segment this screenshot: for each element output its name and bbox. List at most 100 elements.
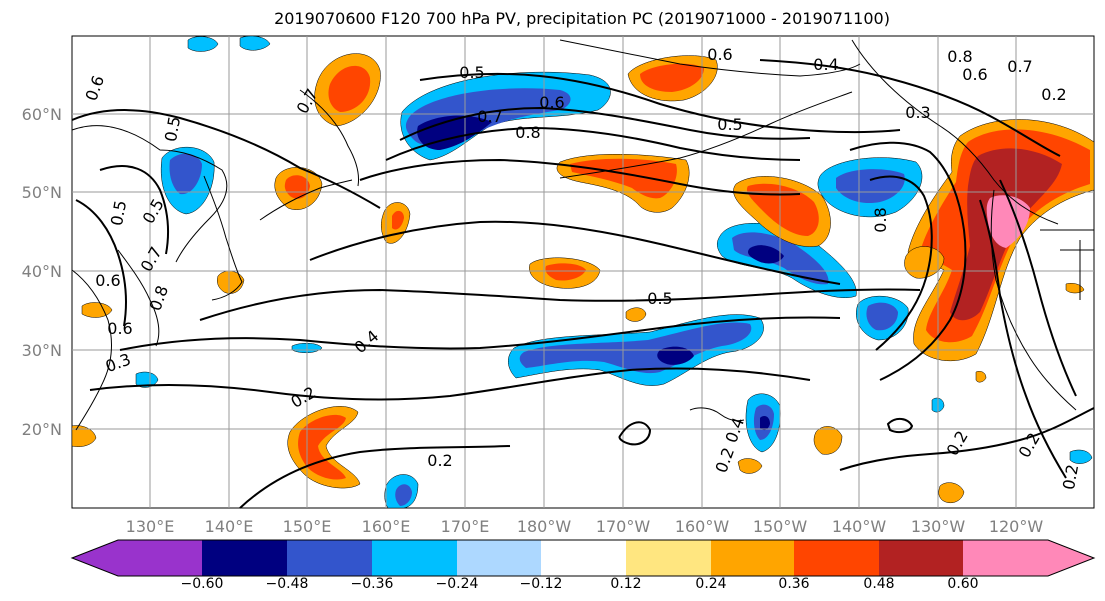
precip-fill-orange-tiny-5 (938, 482, 965, 503)
pv-contour-5 (359, 158, 801, 196)
pv-contour-10 (239, 445, 511, 509)
graticule (72, 36, 1094, 508)
pv-contour-1 (71, 108, 381, 209)
pv-contour-label: 0.5 (717, 115, 742, 134)
coast-china (71, 269, 112, 431)
precip-fill-orange-tiny-1 (625, 307, 647, 322)
precip-fill-blue-top-left-2 (239, 35, 271, 51)
pv-contour-label: 0.2 (427, 451, 452, 470)
colorbar-tick-label: 0.24 (695, 576, 726, 592)
pv-contour-12 (849, 141, 967, 381)
pv-contours (71, 59, 1095, 509)
colorbar-segment (879, 540, 963, 576)
precip-fill-blue-30n-inner (519, 322, 752, 374)
precip-fill-blue-top-left (187, 36, 219, 52)
colorbar-tick-label: −0.60 (181, 576, 224, 592)
pv-contour-9 (89, 367, 811, 401)
precip-fill-orange-20n145w (813, 426, 843, 455)
coast-canada (851, 39, 1059, 225)
colorbar-segment (372, 540, 457, 576)
precip-fill-orange-mid-right (904, 246, 945, 279)
pv-contour-20 (75, 199, 127, 327)
colorbar-tick-label: 0.60 (947, 576, 978, 592)
precip-fill-blue-30n-core (657, 346, 694, 365)
precip-fill-pink-west-coast (986, 195, 1030, 248)
colorbar: −0.60 −0.48 −0.36 −0.24 −0.12 0.12 0.24 0.36 0.4… (70, 539, 1096, 592)
pv-contour-label: 0.6 (539, 93, 564, 112)
colorbar-segment (963, 540, 1048, 576)
precip-fill-red-nw (328, 65, 371, 112)
coast-japan (203, 175, 243, 301)
pv-contour-11 (759, 59, 1061, 157)
latitude-tick-label: 50°N (22, 183, 62, 202)
pv-contour-label: 0.4 (813, 55, 838, 74)
longitude-tick-label: 150°W (753, 517, 808, 536)
pv-contour-2 (419, 72, 901, 134)
colorbar-tick-label: −0.48 (266, 576, 309, 592)
longitude-tick-label: 170°E (441, 517, 490, 536)
latitude-tick-label: 20°N (22, 420, 62, 439)
longitude-tick-label: 160°E (362, 517, 411, 536)
pv-contour-label: 0.7 (1007, 57, 1032, 76)
coast-alaska (559, 39, 861, 77)
colorbar-segment (794, 540, 879, 576)
longitude-tick-label: 170°W (596, 517, 651, 536)
pv-contour-13 (869, 175, 933, 351)
pv-contour-6 (309, 220, 841, 285)
map-title: 2019070600 F120 700 hPa PV, precipitatio… (274, 9, 890, 28)
longitude-tick-label: 180°W (517, 517, 572, 536)
coast-aleutian (559, 91, 853, 179)
coastlines (71, 39, 1094, 431)
latitude-tick-label: 30°N (22, 341, 62, 360)
precip-fill-blue-bottom-inner (395, 484, 412, 506)
longitude-tick-labels: 130°E 140°E 150°E 160°E 170°E 180°W 170°W 160°W… (126, 517, 1044, 536)
pv-contour-label: 0.5 (459, 63, 484, 82)
colorbar-tick-label: −0.36 (351, 576, 394, 592)
precip-fill-blue-japan-inner (169, 153, 202, 195)
pv-contour-15 (999, 179, 1077, 397)
latitude-tick-labels: 60°N 50°N 40°N 30°N 20°N (22, 105, 62, 439)
latitude-tick-label: 40°N (22, 262, 62, 281)
colorbar-right-arrow (1048, 540, 1094, 576)
pv-contour-label: 0.5 (161, 115, 184, 143)
colorbar-segment (202, 540, 287, 576)
colorbar-outline (70, 539, 1096, 577)
longitude-tick-label: 150°E (283, 517, 332, 536)
colorbar-tick-label: 0.36 (778, 576, 809, 592)
coast-hawaii (689, 407, 745, 422)
coast-us-west (990, 189, 1077, 411)
colorbar-segments (72, 540, 1094, 576)
pv-contour-label: 0.5 (107, 199, 130, 227)
longitude-tick-label: 160°W (675, 517, 730, 536)
pv-contour-label: 0.6 (95, 271, 120, 290)
precip-fill-red-45n145w (746, 183, 819, 236)
longitude-tick-label: 120°W (989, 517, 1044, 536)
pv-contour-label: 0.6 (107, 319, 132, 338)
latitude-tick-label: 60°N (22, 105, 62, 124)
precip-fill-orange-tiny-8 (975, 371, 987, 383)
precip-fill-red-40n175w (545, 263, 586, 281)
pv-contour-8 (119, 316, 841, 351)
colorbar-tick-label: 0.12 (610, 576, 641, 592)
longitude-tick-label: 130°W (911, 517, 966, 536)
pv-contour-17 (618, 421, 652, 446)
pv-contour-label: 0.5 (647, 289, 672, 308)
precip-fill-blue-35n140w-inner (866, 302, 898, 331)
precip-fill-blue-central-core (748, 245, 784, 264)
pv-contour-label: 0.6 (707, 45, 732, 64)
pv-contour-label: 0.8 (947, 47, 972, 66)
colorbar-segment (457, 540, 541, 576)
coast-kamchatka (299, 89, 359, 187)
colorbar-segment (541, 540, 626, 576)
colorbar-left-arrow (72, 540, 118, 576)
pv-contour-19 (99, 165, 169, 255)
pv-contour-label: 0.3 (905, 103, 930, 122)
colorbar-segment (287, 540, 372, 576)
colorbar-segment (118, 540, 202, 576)
pv-contour-label: 0.2 (1059, 463, 1082, 491)
pv-contour-label: 0.7 (477, 107, 502, 126)
pv-contour-14 (979, 199, 1067, 479)
precip-fill-orange-tiny-4 (71, 425, 97, 447)
pv-contour-label: 0.2 (1041, 85, 1066, 104)
